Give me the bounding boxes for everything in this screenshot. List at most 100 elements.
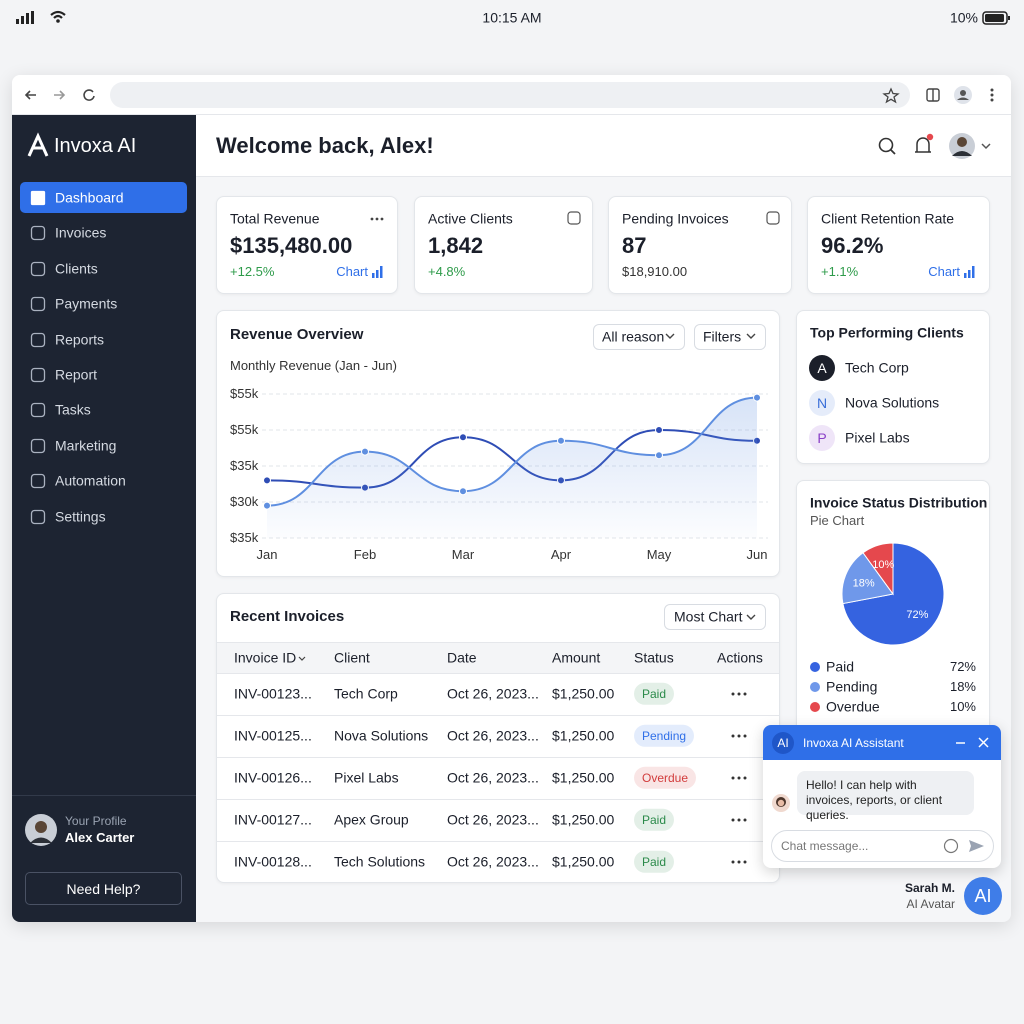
action-dot bbox=[737, 860, 741, 864]
profile-name: Alex Carter bbox=[65, 830, 135, 846]
y-tick-label: $35k bbox=[230, 530, 259, 545]
column-header: Client bbox=[334, 649, 370, 666]
stat-value: 87 bbox=[622, 232, 647, 258]
chat-input[interactable] bbox=[771, 830, 994, 862]
invoice-date: Oct 26, 2023... bbox=[447, 853, 539, 870]
avatar-head bbox=[35, 821, 47, 833]
row-actions[interactable] bbox=[731, 734, 747, 738]
status-pill: Paid bbox=[634, 682, 675, 706]
row-divider bbox=[217, 841, 779, 842]
y-tick-label: $55k bbox=[230, 386, 259, 401]
chat-controls bbox=[956, 737, 989, 748]
client-name: Nova Solutions bbox=[845, 394, 940, 411]
row-actions[interactable] bbox=[731, 692, 747, 696]
action-dot bbox=[743, 818, 747, 822]
filter-button[interactable] bbox=[694, 324, 766, 350]
stat-link[interactable]: Chart bbox=[336, 264, 368, 280]
nav-icon-shape bbox=[30, 367, 46, 383]
point bbox=[361, 447, 369, 456]
assistant-avatar bbox=[772, 794, 790, 812]
nav-item[interactable]: Dashboard bbox=[55, 189, 124, 206]
row-actions[interactable] bbox=[731, 818, 747, 822]
action-dot bbox=[737, 776, 741, 780]
legend-label: Pending bbox=[826, 678, 878, 695]
send-icon bbox=[969, 840, 984, 852]
invoice-date: Oct 26, 2023... bbox=[447, 769, 539, 786]
point bbox=[655, 451, 663, 460]
chart-subtitle: Monthly Revenue (Jan - Jun) bbox=[230, 358, 397, 374]
brand-name: Invoxa AI bbox=[54, 135, 137, 157]
invoice-client: Tech Solutions bbox=[334, 853, 426, 870]
sidebar-divider bbox=[12, 795, 196, 796]
stat-change: +1.1% bbox=[821, 264, 859, 280]
client-avatar: P bbox=[809, 425, 835, 451]
chat-badge: AI bbox=[772, 732, 794, 754]
pie-slice bbox=[841, 552, 894, 605]
action-dot bbox=[737, 818, 741, 822]
nav-icon-shape bbox=[30, 297, 46, 312]
row-actions[interactable] bbox=[731, 776, 747, 780]
point bbox=[263, 501, 271, 510]
row-actions[interactable] bbox=[731, 860, 747, 864]
status-pill: Paid bbox=[634, 850, 675, 874]
x-tick-label: Jan bbox=[257, 547, 278, 562]
x-tick-label: Mar bbox=[452, 547, 475, 562]
action-dot bbox=[731, 860, 735, 864]
nav-icon bbox=[30, 297, 46, 312]
nav-item[interactable]: Invoices bbox=[55, 224, 107, 241]
chat-placeholder: Chat message... bbox=[781, 838, 869, 853]
invoice-amount: $1,250.00 bbox=[552, 727, 615, 744]
sort-label: Most Chart bbox=[674, 608, 743, 625]
help-button[interactable]: Need Help? bbox=[25, 872, 182, 905]
invoice-amount: $1,250.00 bbox=[552, 853, 615, 870]
stat-icon-shape bbox=[567, 211, 581, 225]
stat-icon bbox=[766, 211, 780, 225]
invoices-card bbox=[216, 593, 780, 883]
client-avatar: N bbox=[809, 390, 835, 416]
chevron bbox=[746, 333, 756, 339]
legend-dot bbox=[810, 662, 820, 672]
legend-swatch bbox=[810, 702, 820, 712]
action-dot bbox=[743, 776, 747, 780]
chevron bbox=[665, 333, 675, 339]
battery-level: 10% bbox=[949, 9, 978, 26]
bar-icon bbox=[964, 266, 975, 278]
more-dot bbox=[380, 217, 384, 221]
stat-label: Total Revenue bbox=[230, 210, 320, 227]
client-name: Tech Corp bbox=[845, 359, 909, 376]
column-header: Actions bbox=[717, 649, 763, 666]
chat-bubble: Hello! I can help with invoices, reports… bbox=[797, 771, 974, 822]
stat-label: Client Retention Rate bbox=[821, 210, 955, 227]
nav-item[interactable]: Payments bbox=[55, 295, 118, 312]
stat-change: +12.5% bbox=[230, 264, 275, 280]
nav-item[interactable]: Automation bbox=[55, 472, 126, 489]
stat-link[interactable]: Chart bbox=[928, 264, 960, 280]
status-pill: Pending bbox=[634, 724, 695, 748]
address-bar[interactable] bbox=[110, 82, 910, 108]
x-tick-label: Feb bbox=[354, 547, 376, 562]
filter-button[interactable] bbox=[593, 324, 685, 350]
nav-item[interactable]: Tasks bbox=[55, 401, 91, 418]
stat-card bbox=[807, 196, 990, 294]
action-dot bbox=[743, 692, 747, 696]
action-dot bbox=[731, 734, 735, 738]
avatar-button[interactable]: AI bbox=[964, 877, 1002, 915]
nav-item[interactable]: Settings bbox=[55, 508, 106, 525]
nav-item[interactable]: Marketing bbox=[55, 437, 117, 454]
nav-item[interactable]: Report bbox=[55, 366, 98, 383]
bar-icon-bar bbox=[964, 273, 967, 278]
avatar-face bbox=[777, 799, 785, 807]
sort-chevron bbox=[298, 656, 306, 661]
nav-item[interactable]: Reports bbox=[55, 331, 105, 348]
nav-icon bbox=[30, 474, 46, 489]
column-header: Status bbox=[634, 649, 674, 666]
invoice-client: Apex Group bbox=[334, 811, 409, 828]
nav-icon bbox=[30, 403, 46, 418]
area bbox=[267, 397, 757, 538]
invoice-date: Oct 26, 2023... bbox=[447, 727, 539, 744]
nav-item[interactable]: Clients bbox=[55, 260, 98, 277]
nav-icon bbox=[30, 367, 46, 383]
legend-value: 10% bbox=[949, 699, 976, 715]
point bbox=[753, 393, 761, 402]
